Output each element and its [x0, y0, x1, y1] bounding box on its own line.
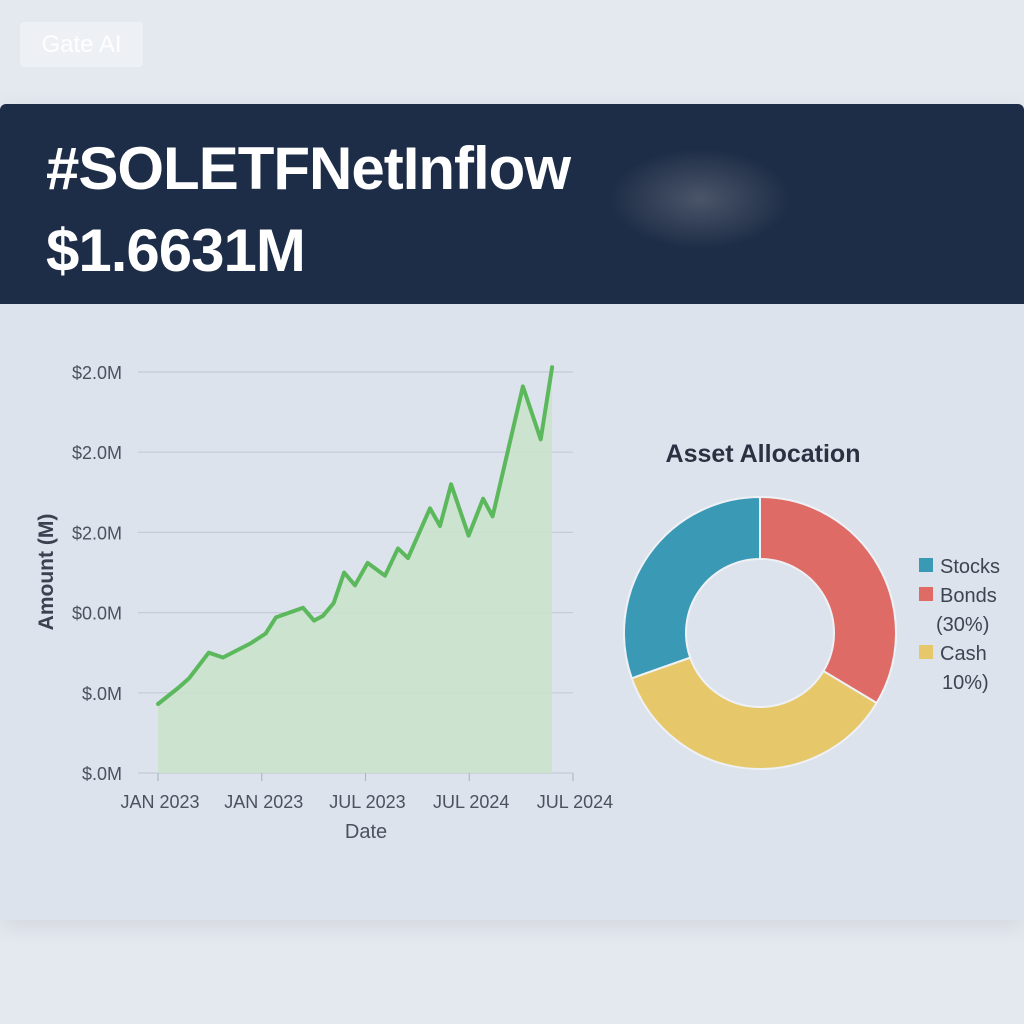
y-axis-title: Amount (M): [35, 514, 58, 631]
legend-label-cash: Cash: [940, 643, 987, 665]
x-tick-label: JAN 2023: [224, 792, 303, 812]
y-tick-label: $.0M: [82, 764, 122, 784]
line-chart: $.0M $.0M $0.0M $2.0M $2.0M $2.0M JAN 2023 JAN …: [35, 363, 613, 843]
x-tick-label: JAN 2023: [120, 792, 199, 812]
watermark-logo: Gate AI: [20, 22, 143, 67]
donut-slice-bonds: [759, 495, 897, 705]
legend-label-bonds: Bonds: [940, 585, 997, 607]
y-tick-label: $2.0M: [72, 443, 122, 463]
legend-label-cash: 10%): [942, 672, 989, 694]
y-tick-label: $2.0M: [72, 363, 122, 383]
donut-slice-cash: [630, 656, 878, 770]
header-banner: #SOLETFNetInflow $1.6631M: [0, 104, 1024, 304]
legend-swatch-bonds: [919, 587, 933, 601]
x-tick-label: JUL 2024: [433, 792, 509, 812]
donut-chart: Asset Allocation Stocks Bonds (30%) Cash 10%…: [623, 440, 1000, 770]
y-tick-label: $2.0M: [72, 523, 122, 543]
y-tick-label: $.0M: [82, 684, 122, 704]
area-fill: [158, 367, 553, 773]
chart-card: #SOLETFNetInflow $1.6631M: [0, 104, 1024, 920]
x-axis-title: Date: [345, 821, 387, 843]
legend-swatch-stocks: [919, 558, 933, 572]
inflow-value: $1.6631M: [46, 217, 306, 284]
donut-slice-stocks: [623, 495, 761, 680]
legend-label-bonds: (30%): [936, 614, 989, 636]
hashtag-title: #SOLETFNetInflow: [46, 135, 571, 202]
x-tick-label: JUL 2024: [537, 792, 613, 812]
legend-swatch-cash: [919, 645, 933, 659]
donut-title: Asset Allocation: [666, 440, 861, 468]
legend-label-stocks: Stocks: [940, 556, 1000, 578]
y-tick-label: $0.0M: [72, 604, 122, 624]
x-tick-label: JUL 2023: [329, 792, 405, 812]
